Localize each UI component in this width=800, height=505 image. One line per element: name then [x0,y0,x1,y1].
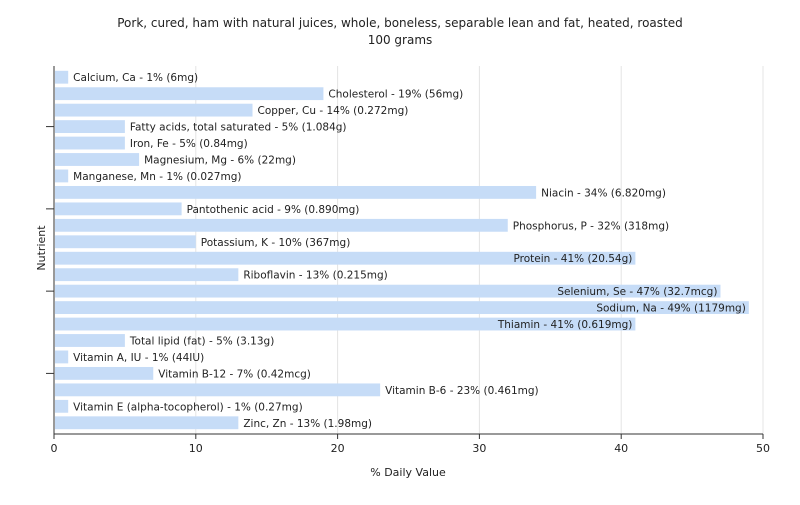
chart-subtitle: 100 grams [368,33,433,47]
grid-lines [195,66,764,434]
bar [55,202,182,216]
bar-label: Copper, Cu - 14% (0.272mg) [258,105,409,117]
bar-label: Manganese, Mn - 1% (0.027mg) [73,171,241,183]
axes: 0 10 20 30 40 50 [46,66,770,455]
bar-label: Pantothenic acid - 9% (0.890mg) [187,204,360,216]
bar [55,317,636,331]
bar [55,284,721,298]
x-tick-label: 10 [189,442,203,455]
bar-label: Vitamin A, IU - 1% (44IU) [73,352,204,364]
bar-label: Iron, Fe - 5% (0.84mg) [130,138,248,150]
bar-label: Magnesium, Mg - 6% (22mg) [144,155,296,167]
bar [55,235,196,249]
bar-label: Niacin - 34% (6.820mg) [541,187,666,199]
bar [55,251,636,265]
bar [55,399,69,413]
bar-label: Cholesterol - 19% (56mg) [328,89,463,101]
bar-label: Vitamin B-12 - 7% (0.42mcg) [158,368,311,380]
bar-label: Total lipid (fat) - 5% (3.13g) [129,336,274,348]
bar [55,87,324,101]
bar [55,169,69,183]
bar [55,70,69,84]
bar-label: Zinc, Zn - 13% (1.98mg) [243,418,372,430]
bar-label: Potassium, K - 10% (367mg) [201,237,351,249]
bar-label: Vitamin E (alpha-tocopherol) - 1% (0.27m… [73,401,303,413]
bar [55,301,749,315]
bar [55,366,154,380]
x-tick-label: 20 [331,442,345,455]
bar-label: Thiamin - 41% (0.619mg) [497,319,633,331]
bar-label: Riboflavin - 13% (0.215mg) [243,270,387,282]
bar [55,185,537,199]
x-tick-label: 50 [756,442,770,455]
bar [55,383,381,397]
bar-label: Calcium, Ca - 1% (6mg) [73,72,198,84]
bar [55,103,253,117]
bar [55,350,69,364]
y-axis-label: Nutrient [35,225,48,271]
bar-label: Phosphorus, P - 32% (318mg) [513,220,669,232]
x-tick-label: 0 [51,442,58,455]
bar [55,334,125,347]
bar [55,268,239,282]
bar [55,153,140,166]
x-tick-label: 40 [614,442,628,455]
bar-label: Sodium, Na - 49% (1179mg) [596,303,745,315]
bar-label: Fatty acids, total saturated - 5% (1.084… [130,122,347,134]
bar-label: Selenium, Se - 47% (32.7mcg) [557,286,717,298]
bar [55,136,125,150]
bar [55,218,508,232]
bar [55,120,125,134]
bar [55,416,239,430]
bar-label: Vitamin B-6 - 23% (0.461mg) [385,385,539,397]
bars: Calcium, Ca - 1% (6mg) Cholesterol - 19% … [55,70,749,430]
bar-label: Protein - 41% (20.54g) [514,253,633,265]
chart-title: Pork, cured, ham with natural juices, wh… [117,16,682,30]
x-axis-label: % Daily Value [370,466,446,479]
x-tick-label: 30 [472,442,486,455]
